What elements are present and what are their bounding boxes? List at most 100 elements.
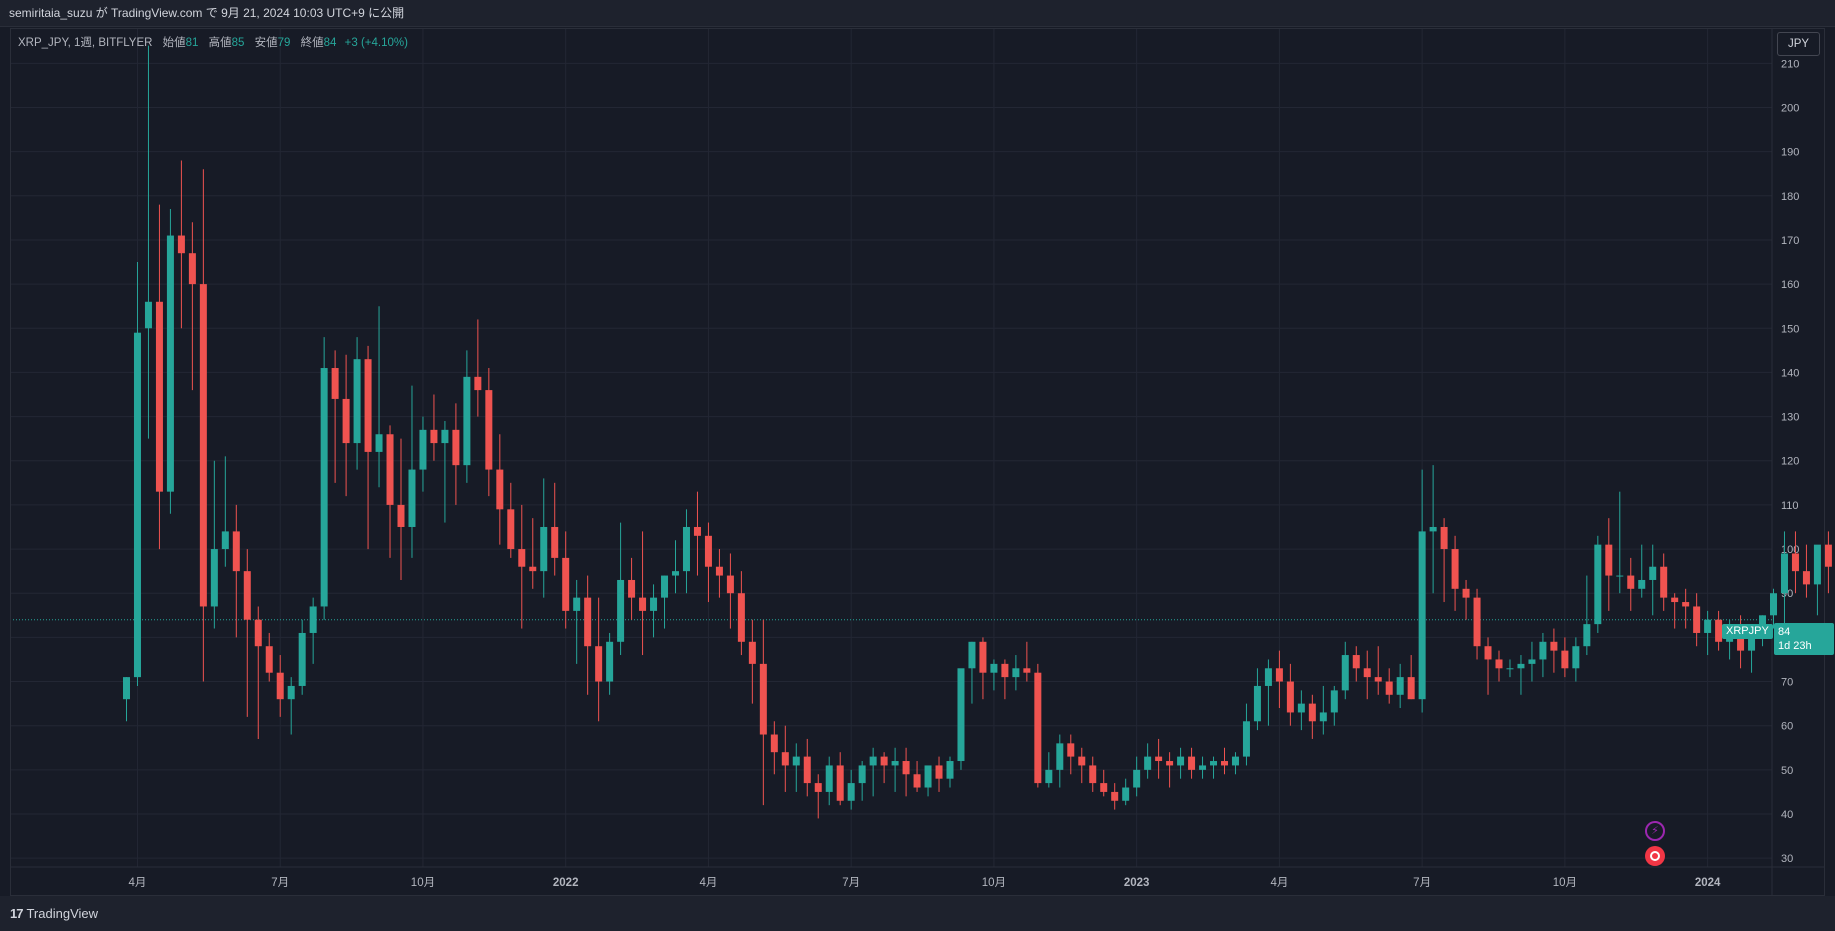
candle-body bbox=[617, 579, 625, 642]
candle-body bbox=[1144, 756, 1152, 770]
candle-body bbox=[595, 646, 603, 682]
y-tick-label: 190 bbox=[1781, 147, 1799, 159]
candle-body bbox=[221, 531, 229, 550]
currency-button[interactable]: JPY bbox=[1777, 32, 1820, 56]
candle-body bbox=[913, 774, 921, 788]
candle-body bbox=[1440, 526, 1448, 550]
legend-low-label: 安値 bbox=[254, 37, 278, 49]
tradingview-logo[interactable]: 17 TradingView bbox=[10, 906, 98, 921]
candle-body bbox=[693, 526, 701, 536]
candle-body bbox=[639, 597, 647, 611]
x-tick-label: 4月 bbox=[699, 877, 717, 889]
candle-body bbox=[1308, 703, 1316, 722]
flash-icon[interactable]: ⚡ bbox=[1645, 821, 1665, 841]
candle-body bbox=[474, 376, 482, 391]
x-tick-label: 4月 bbox=[1270, 877, 1288, 889]
candle-body bbox=[144, 301, 152, 329]
candle-body bbox=[1660, 566, 1668, 598]
candle-body bbox=[1166, 761, 1174, 766]
candle-body bbox=[946, 761, 954, 779]
candle-body bbox=[792, 756, 800, 766]
candle-body bbox=[1067, 743, 1075, 757]
y-tick-label: 130 bbox=[1781, 412, 1799, 424]
x-tick-label: 2023 bbox=[1124, 877, 1150, 889]
candle-body bbox=[287, 685, 295, 700]
candle-body bbox=[364, 359, 372, 452]
candle-body bbox=[1100, 783, 1108, 792]
candle-body bbox=[210, 549, 218, 607]
price-tag-symbol: XRPJPY bbox=[1722, 624, 1773, 639]
candle-body bbox=[562, 557, 570, 611]
candle-body bbox=[606, 641, 614, 682]
candle-body bbox=[748, 641, 756, 664]
candle-body bbox=[1133, 769, 1141, 788]
candle-body bbox=[1034, 672, 1042, 784]
y-tick-label: 40 bbox=[1781, 809, 1793, 821]
tradingview-brand: TradingView bbox=[26, 906, 99, 921]
candle-body bbox=[781, 752, 789, 766]
candle-body bbox=[661, 575, 669, 598]
candle-body bbox=[1638, 579, 1646, 589]
y-tick-label: 200 bbox=[1781, 102, 1799, 114]
candle-body bbox=[1385, 681, 1393, 695]
candle-body bbox=[902, 761, 910, 775]
candle-body bbox=[1045, 769, 1053, 784]
candle-body bbox=[199, 284, 207, 607]
candle-body bbox=[968, 641, 976, 669]
y-tick-label: 180 bbox=[1781, 191, 1799, 203]
candle-body bbox=[1264, 668, 1272, 686]
candle-body bbox=[891, 761, 899, 766]
record-icon[interactable] bbox=[1645, 846, 1665, 866]
candle-body bbox=[1352, 655, 1360, 669]
x-tick-label: 10月 bbox=[982, 877, 1006, 889]
candle-body bbox=[441, 429, 449, 444]
x-tick-label: 7月 bbox=[1413, 877, 1431, 889]
candle-body bbox=[1594, 544, 1602, 625]
candle-body bbox=[232, 531, 240, 572]
candle-body bbox=[1539, 641, 1547, 660]
candle-body bbox=[1023, 668, 1031, 673]
candle-body bbox=[814, 783, 822, 792]
candle-body bbox=[1199, 765, 1207, 770]
candle-body bbox=[990, 663, 998, 673]
candle-body bbox=[1495, 659, 1503, 669]
candle-body bbox=[342, 398, 350, 444]
candle-body bbox=[463, 376, 471, 466]
candle-body bbox=[1770, 593, 1777, 616]
x-tick-label: 7月 bbox=[271, 877, 289, 889]
legend-low-value: 79 bbox=[277, 37, 291, 49]
legend-symbol: XRP_JPY, 1週, BITFLYER bbox=[18, 37, 153, 49]
candle-body bbox=[1297, 703, 1305, 713]
y-tick-label: 60 bbox=[1781, 721, 1793, 733]
candle-body bbox=[836, 765, 844, 801]
candle-body bbox=[1089, 765, 1097, 784]
y-tick-label: 120 bbox=[1781, 456, 1799, 468]
candle-body bbox=[858, 765, 866, 784]
candle-body bbox=[803, 756, 811, 784]
candle-body bbox=[1616, 575, 1624, 577]
candle-body bbox=[397, 504, 405, 527]
candle-body bbox=[155, 301, 163, 492]
candle-body bbox=[1649, 566, 1657, 580]
y-tick-label: 140 bbox=[1781, 367, 1799, 379]
candle-body bbox=[1155, 756, 1163, 762]
candle-body bbox=[1704, 619, 1712, 633]
candle-body bbox=[1374, 677, 1382, 682]
candle-body bbox=[957, 668, 965, 762]
candle-body bbox=[1242, 721, 1250, 757]
candle-body bbox=[1528, 659, 1536, 664]
candle-body bbox=[1177, 756, 1185, 766]
candle-body bbox=[386, 434, 394, 505]
candle-body bbox=[298, 632, 306, 686]
candle-body bbox=[353, 359, 361, 444]
candle-body bbox=[1188, 756, 1196, 770]
candle-body bbox=[408, 469, 416, 527]
candle-body bbox=[1802, 571, 1810, 585]
candle-body bbox=[715, 566, 723, 576]
legend-high-label: 高値 bbox=[208, 37, 232, 49]
candle-body bbox=[584, 597, 592, 647]
candle-body bbox=[1561, 650, 1569, 669]
candle-body bbox=[309, 606, 317, 633]
candle-body bbox=[1462, 588, 1470, 598]
